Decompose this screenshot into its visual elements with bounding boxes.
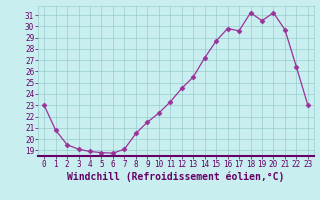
X-axis label: Windchill (Refroidissement éolien,°C): Windchill (Refroidissement éolien,°C) (67, 172, 285, 182)
